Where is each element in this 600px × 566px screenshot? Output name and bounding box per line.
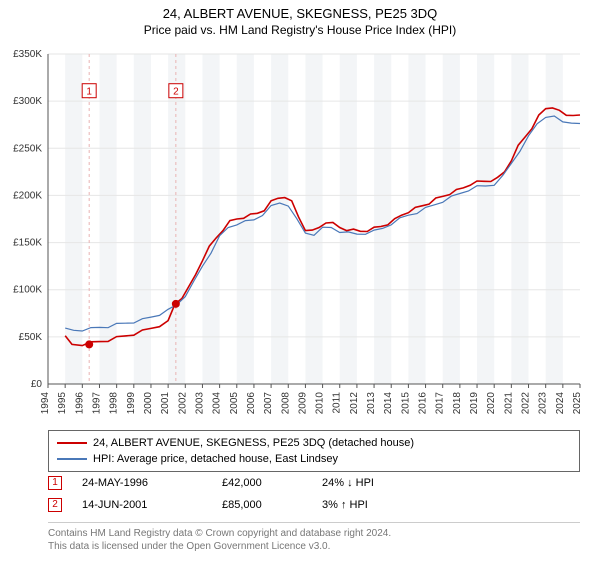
svg-text:2010: 2010	[315, 392, 326, 415]
svg-text:2020: 2020	[486, 392, 497, 415]
transactions-table: 1 24-MAY-1996 £42,000 24% ↓ HPI 2 14-JUN…	[48, 472, 580, 516]
table-row: 2 14-JUN-2001 £85,000 3% ↑ HPI	[48, 494, 580, 516]
transaction-date: 14-JUN-2001	[82, 494, 202, 516]
legend-label-hpi: HPI: Average price, detached house, East…	[93, 451, 338, 467]
marker-badge-1: 1	[48, 476, 62, 490]
svg-text:2021: 2021	[503, 392, 514, 415]
transaction-delta: 24% ↓ HPI	[322, 472, 402, 494]
svg-text:2025: 2025	[572, 392, 583, 415]
svg-text:£250K: £250K	[13, 143, 42, 154]
transaction-date: 24-MAY-1996	[82, 472, 202, 494]
footer-attribution: Contains HM Land Registry data © Crown c…	[48, 522, 580, 553]
svg-text:1995: 1995	[57, 392, 68, 415]
svg-text:2017: 2017	[435, 392, 446, 415]
svg-text:£50K: £50K	[19, 332, 43, 343]
page-title: 24, ALBERT AVENUE, SKEGNESS, PE25 3DQ	[0, 6, 600, 21]
svg-text:2003: 2003	[194, 392, 205, 415]
legend-item-property: 24, ALBERT AVENUE, SKEGNESS, PE25 3DQ (d…	[57, 435, 571, 451]
svg-text:2002: 2002	[177, 392, 188, 415]
svg-text:2015: 2015	[400, 392, 411, 415]
svg-text:2000: 2000	[143, 392, 154, 415]
legend: 24, ALBERT AVENUE, SKEGNESS, PE25 3DQ (d…	[48, 430, 580, 472]
svg-text:£300K: £300K	[13, 96, 42, 107]
footer-line-1: Contains HM Land Registry data © Crown c…	[48, 527, 580, 540]
svg-text:1998: 1998	[109, 392, 120, 415]
svg-text:2013: 2013	[366, 392, 377, 415]
legend-swatch-property	[57, 442, 87, 444]
svg-text:2007: 2007	[263, 392, 274, 415]
svg-text:2005: 2005	[229, 392, 240, 415]
svg-text:2006: 2006	[246, 392, 257, 415]
svg-text:£350K: £350K	[13, 49, 42, 60]
transaction-delta: 3% ↑ HPI	[322, 494, 402, 516]
transaction-price: £42,000	[222, 472, 302, 494]
legend-swatch-hpi	[57, 458, 87, 459]
svg-text:2014: 2014	[383, 392, 394, 415]
svg-text:£100K: £100K	[13, 285, 42, 296]
svg-text:2012: 2012	[349, 392, 360, 415]
svg-text:1999: 1999	[126, 392, 137, 415]
svg-text:1996: 1996	[74, 392, 85, 415]
svg-text:1: 1	[86, 87, 92, 98]
svg-text:2008: 2008	[280, 392, 291, 415]
svg-text:2004: 2004	[212, 392, 223, 415]
svg-text:2016: 2016	[418, 392, 429, 415]
page-subtitle: Price paid vs. HM Land Registry's House …	[0, 23, 600, 37]
svg-text:2001: 2001	[160, 392, 171, 415]
svg-text:2009: 2009	[297, 392, 308, 415]
svg-text:1997: 1997	[91, 392, 102, 415]
svg-text:£200K: £200K	[13, 190, 42, 201]
svg-text:2022: 2022	[521, 392, 532, 415]
legend-label-property: 24, ALBERT AVENUE, SKEGNESS, PE25 3DQ (d…	[93, 435, 414, 451]
svg-text:2018: 2018	[452, 392, 463, 415]
table-row: 1 24-MAY-1996 £42,000 24% ↓ HPI	[48, 472, 580, 494]
marker-badge-2: 2	[48, 498, 62, 512]
svg-text:2019: 2019	[469, 392, 480, 415]
svg-text:2023: 2023	[538, 392, 549, 415]
price-chart: 12£0£50K£100K£150K£200K£250K£300K£350K	[48, 54, 580, 384]
svg-text:2011: 2011	[332, 392, 343, 414]
svg-text:2024: 2024	[555, 392, 566, 415]
footer-line-2: This data is licensed under the Open Gov…	[48, 540, 580, 553]
legend-item-hpi: HPI: Average price, detached house, East…	[57, 451, 571, 467]
svg-text:2: 2	[173, 87, 179, 98]
svg-text:1994: 1994	[40, 392, 51, 415]
transaction-price: £85,000	[222, 494, 302, 516]
svg-text:£150K: £150K	[13, 238, 42, 249]
